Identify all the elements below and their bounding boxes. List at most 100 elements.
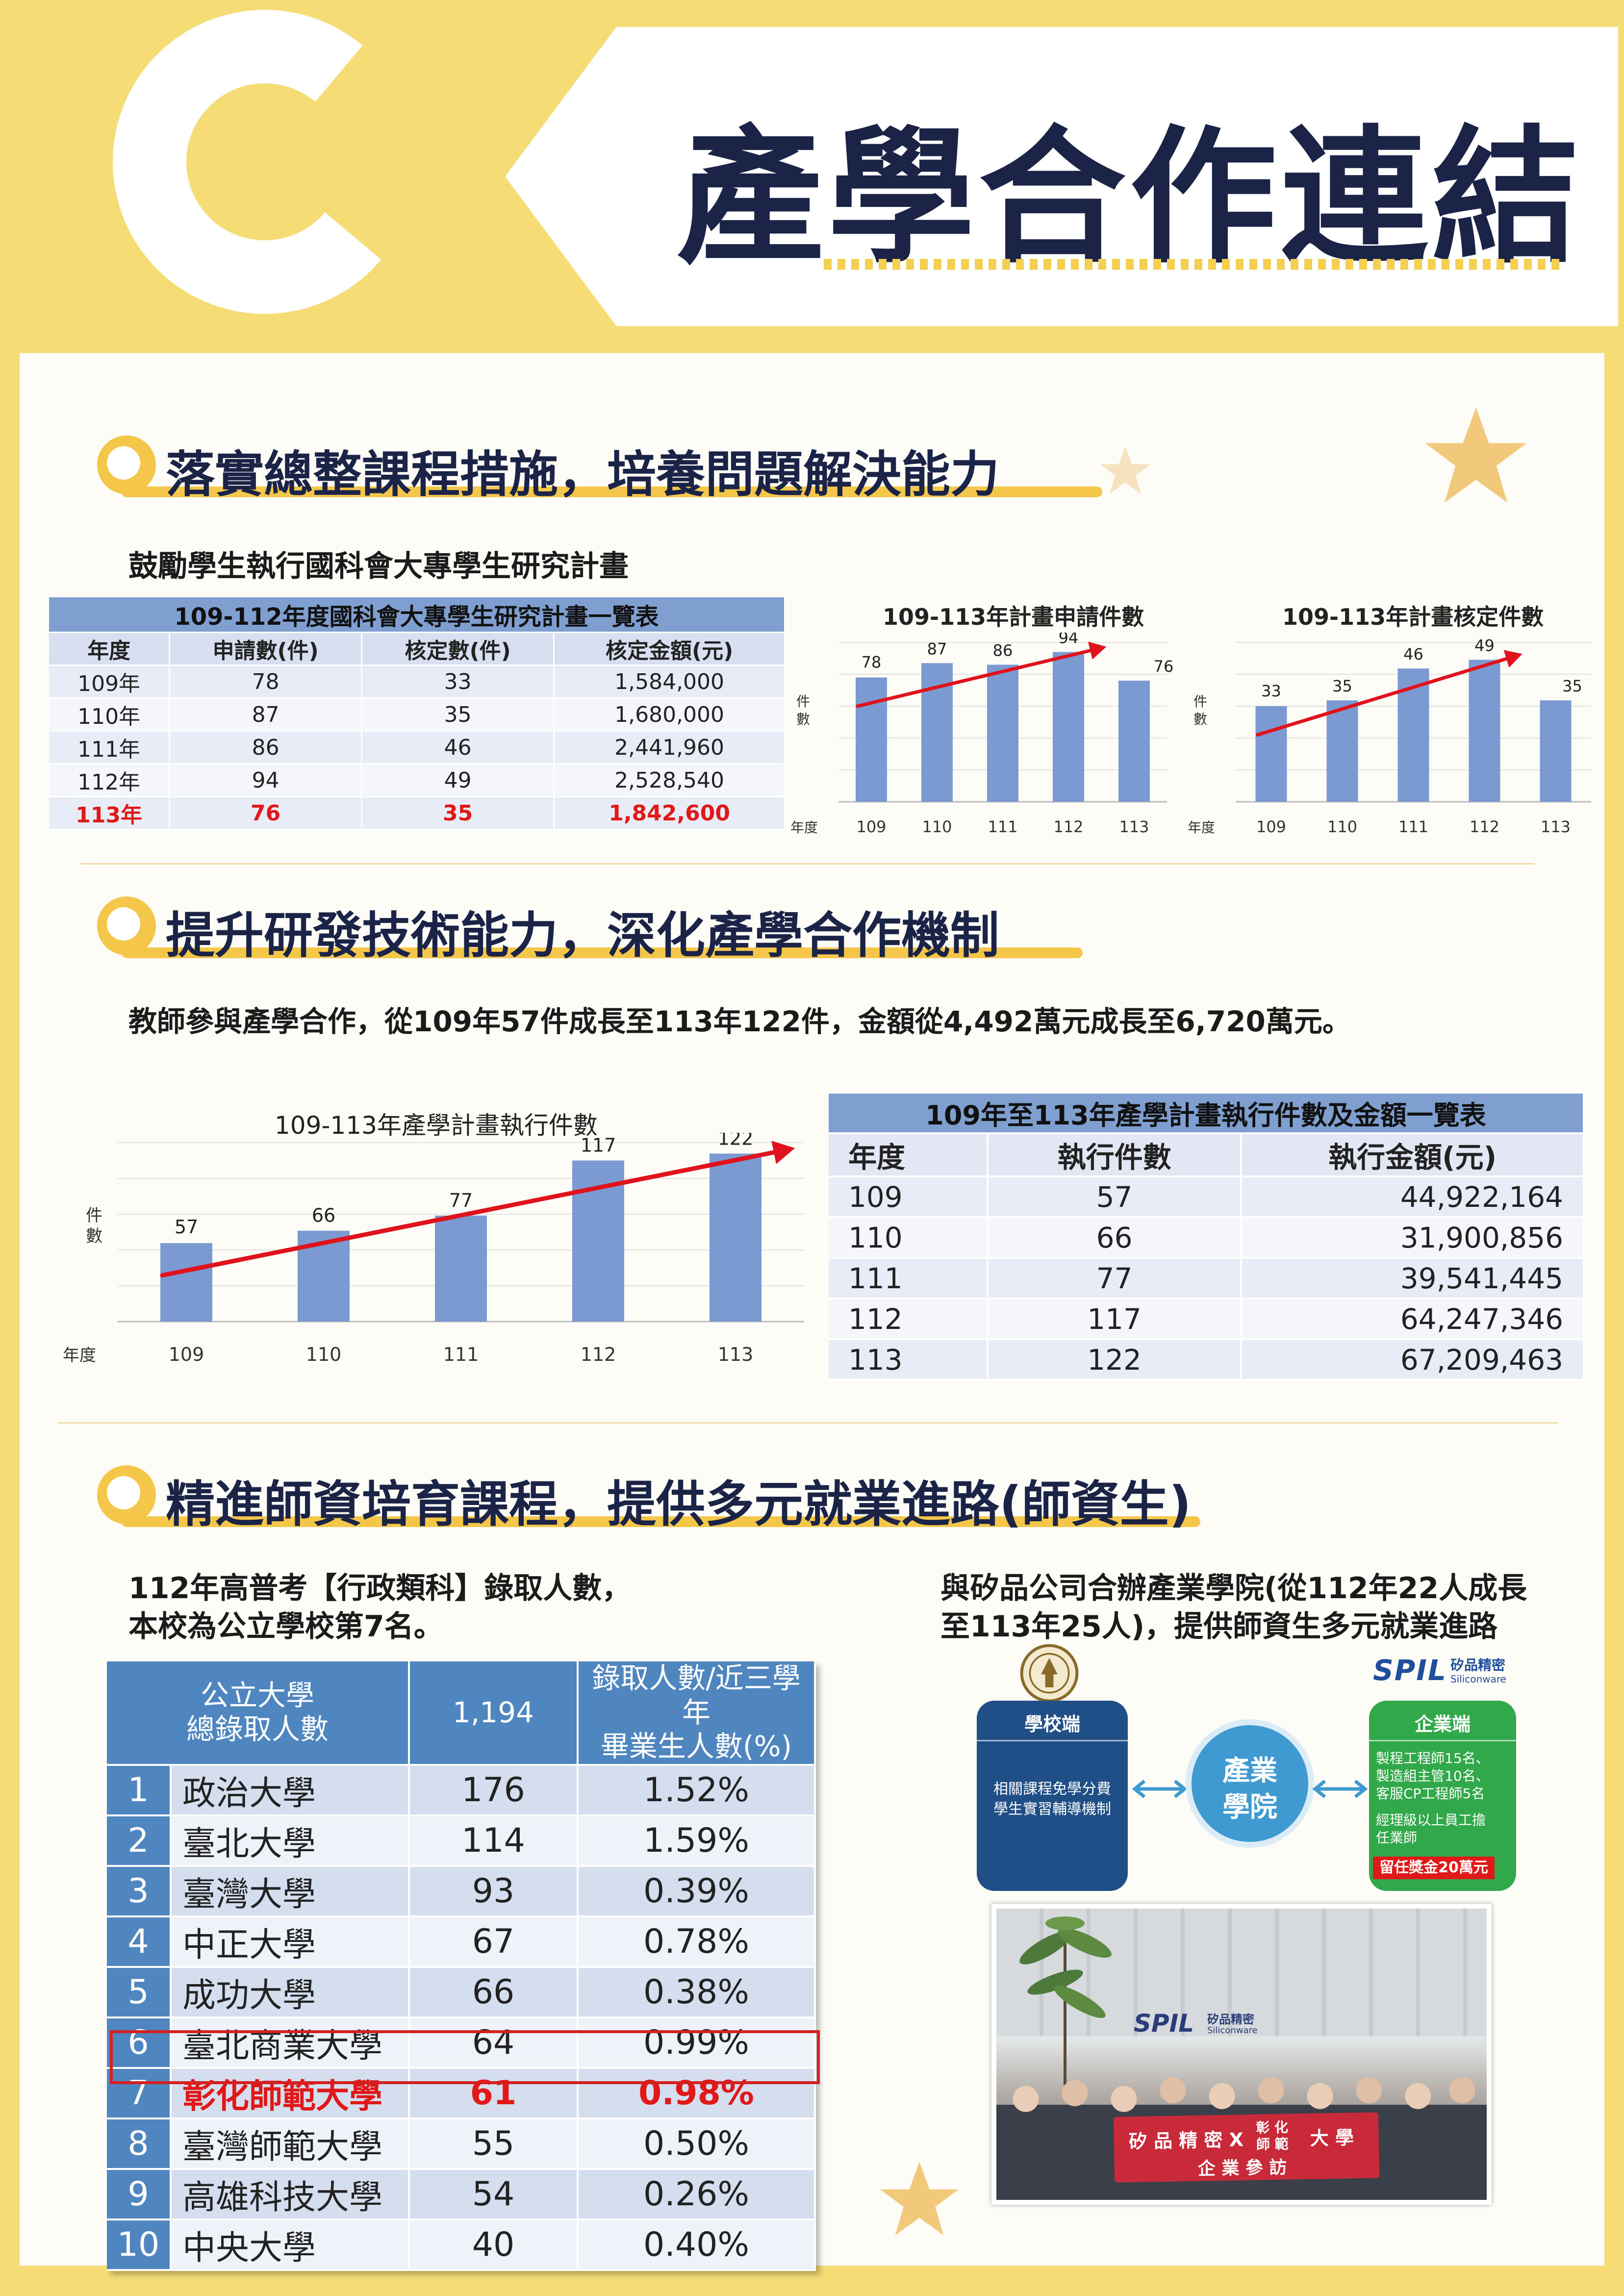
center-text-1: 產業 — [1222, 1755, 1277, 1787]
highlight-frame — [110, 2030, 820, 2084]
table-cell: 113年 — [49, 796, 171, 830]
col-header: 執行件數 — [988, 1133, 1243, 1177]
table-row: 9 高雄科技大學 54 0.26% — [107, 2168, 816, 2220]
y-axis-label-char: 數 — [1193, 711, 1207, 727]
table-caption: 109-112年度國科會大專學生研究計畫一覽表 — [49, 597, 786, 633]
table-cell: 39,541,445 — [1241, 1258, 1585, 1300]
section3-subtitle-left-line2: 本校為公立學校第7名。 — [128, 1609, 443, 1644]
bar — [1255, 706, 1287, 802]
bar — [1540, 700, 1572, 802]
research-plan-table: 109-112年度國科會大專學生研究計畫一覽表 年度 申請數(件) 核定數(件)… — [49, 597, 786, 830]
table-cell: 77 — [988, 1258, 1243, 1300]
trend-arrow-line — [1256, 655, 1515, 737]
bullet-icon — [97, 896, 156, 955]
big-letter-c — [100, 0, 430, 327]
data-label: 35 — [1562, 677, 1582, 695]
col-header: 錄取人數/近三學年 畢業生人數(%) — [578, 1661, 816, 1766]
bar — [1326, 700, 1358, 802]
table-row: 110 66 31,900,856 — [829, 1217, 1585, 1259]
y-axis-label-char: 數 — [86, 1226, 102, 1246]
table-header-row: 年度 執行件數 執行金額(元) — [829, 1133, 1585, 1177]
rank-cell: 10 — [107, 2219, 172, 2271]
page-title: 產學合作連結 — [677, 112, 1583, 283]
admit-ratio: 0.78% — [578, 1916, 816, 1968]
col-header: 年度 — [49, 632, 171, 666]
admit-ratio: 0.38% — [578, 1966, 816, 2018]
table-cell: 1,680,000 — [554, 698, 786, 732]
admit-ratio: 0.50% — [578, 2118, 816, 2170]
y-axis-label-char: 件 — [86, 1206, 102, 1225]
data-label: 78 — [862, 653, 882, 672]
x-axis-label: 年度 — [790, 819, 818, 836]
banner-text-3: 大 學 — [1310, 2127, 1354, 2149]
table-cell: 112年 — [49, 764, 171, 797]
data-label: 77 — [449, 1190, 473, 1211]
rank-cell: 4 — [107, 1916, 172, 1968]
industry-college-circle: 產業 學院 — [1192, 1725, 1308, 1842]
wall-logo-text: SPIL — [1134, 2009, 1194, 2038]
col-header-line: 總錄取人數 — [186, 1712, 329, 1746]
x-tick-label: 109 — [1256, 817, 1286, 836]
spil-logo-text: SPIL — [1373, 1654, 1447, 1687]
school-side-text-1: 相關課程免學分費 — [993, 1781, 1111, 1798]
table-row: 113 122 67,209,463 — [829, 1339, 1585, 1381]
table-cell: 1,842,600 — [554, 796, 786, 830]
section3-subtitle-right-line1: 與矽品公司合辦產業學院(從112年22人成長 — [940, 1571, 1527, 1606]
table-row: 1 政治大學 176 1.52% — [107, 1764, 816, 1816]
x-tick-label: 112 — [1470, 817, 1499, 836]
table-row: 8 臺灣師範大學 55 0.50% — [107, 2118, 816, 2170]
chart1-title: 109-113年計畫申請件數 — [883, 604, 1144, 630]
section1-heading-text: 落實總整課程措施，培養問題解決能力 — [166, 446, 999, 503]
company-visit-photo: SPIL 矽品精密 Siliconware 矽 品 精 密 X 彰 化 師 範 … — [991, 1904, 1492, 2205]
exam-ranking-table: 公立大學 總錄取人數 1,194 錄取人數/近三學年 畢業生人數(%) 1 政治大學 1… — [107, 1661, 816, 2271]
table-row: 111年 86 46 2,441,960 — [49, 731, 786, 765]
x-tick-label: 109 — [169, 1344, 204, 1365]
table-row-highlight: 7 彰化師範大學 61 0.98% — [107, 2067, 816, 2119]
banner-text-2b: 師 範 — [1256, 2136, 1289, 2153]
table-cell: 110年 — [49, 698, 171, 732]
table-cell: 112 — [829, 1299, 989, 1340]
university-name: 政治大學 — [171, 1764, 410, 1816]
double-arrow-right — [1312, 1780, 1368, 1798]
col-header: 執行金額(元) — [1241, 1133, 1585, 1177]
admit-ratio: 0.26% — [578, 2168, 816, 2220]
industry-project-table: 109年至113年產學計畫執行件數及金額一覽表 年度 執行件數 執行金額(元) … — [829, 1094, 1585, 1381]
section2-heading-text: 提升研發技術能力，深化產學合作機制 — [166, 907, 999, 964]
university-emblem-icon — [1020, 1644, 1079, 1703]
y-axis-label-char: 數 — [796, 711, 810, 727]
admit-ratio: 0.99% — [578, 2017, 816, 2069]
x-tick-label: 113 — [1119, 817, 1149, 836]
bar — [160, 1243, 212, 1322]
data-label: 122 — [718, 1133, 754, 1149]
x-tick-label: 112 — [581, 1344, 616, 1365]
admitted-count: 66 — [409, 1966, 579, 2018]
admitted-count: 61 — [409, 2067, 579, 2119]
school-side-box: 學校端 相關課程免學分費 學生實習輔導機制 — [977, 1701, 1128, 1891]
table-row: 6 臺北商業大學 64 0.99% — [107, 2017, 816, 2069]
table-row: 3 臺灣大學 93 0.39% — [107, 1865, 816, 1917]
table-cell: 110 — [829, 1217, 989, 1259]
wall-cn-name: 矽品精密 — [1207, 2013, 1254, 2026]
table-cell: 78 — [169, 665, 363, 699]
title-banner — [505, 27, 1618, 326]
data-label: 46 — [1403, 645, 1423, 663]
col-header-line: 公立大學 — [200, 1678, 314, 1712]
col-header: 年度 — [829, 1133, 989, 1177]
rank-cell: 7 — [107, 2067, 172, 2119]
section3-subtitle-left-line1: 112年高普考【行政類科】錄取人數， — [128, 1571, 632, 1606]
table-cell: 66 — [988, 1217, 1243, 1259]
table-cell: 33 — [361, 665, 555, 699]
x-axis-label: 年度 — [63, 1346, 96, 1365]
table-cell: 64,247,346 — [1241, 1299, 1585, 1340]
col-header-line: 畢業生人數(%) — [600, 1730, 792, 1763]
center-text-2: 學院 — [1222, 1791, 1277, 1823]
university-name: 成功大學 — [171, 1966, 410, 2018]
table-cell: 76 — [169, 796, 363, 830]
chart2-title: 109-113年計畫核定件數 — [1282, 604, 1544, 630]
col-header: 核定金額(元) — [554, 632, 786, 666]
trend-arrow-head — [1088, 641, 1107, 660]
table-cell: 109年 — [49, 665, 171, 699]
rank-cell: 1 — [107, 1764, 172, 1816]
table-cell: 113 — [829, 1339, 989, 1381]
